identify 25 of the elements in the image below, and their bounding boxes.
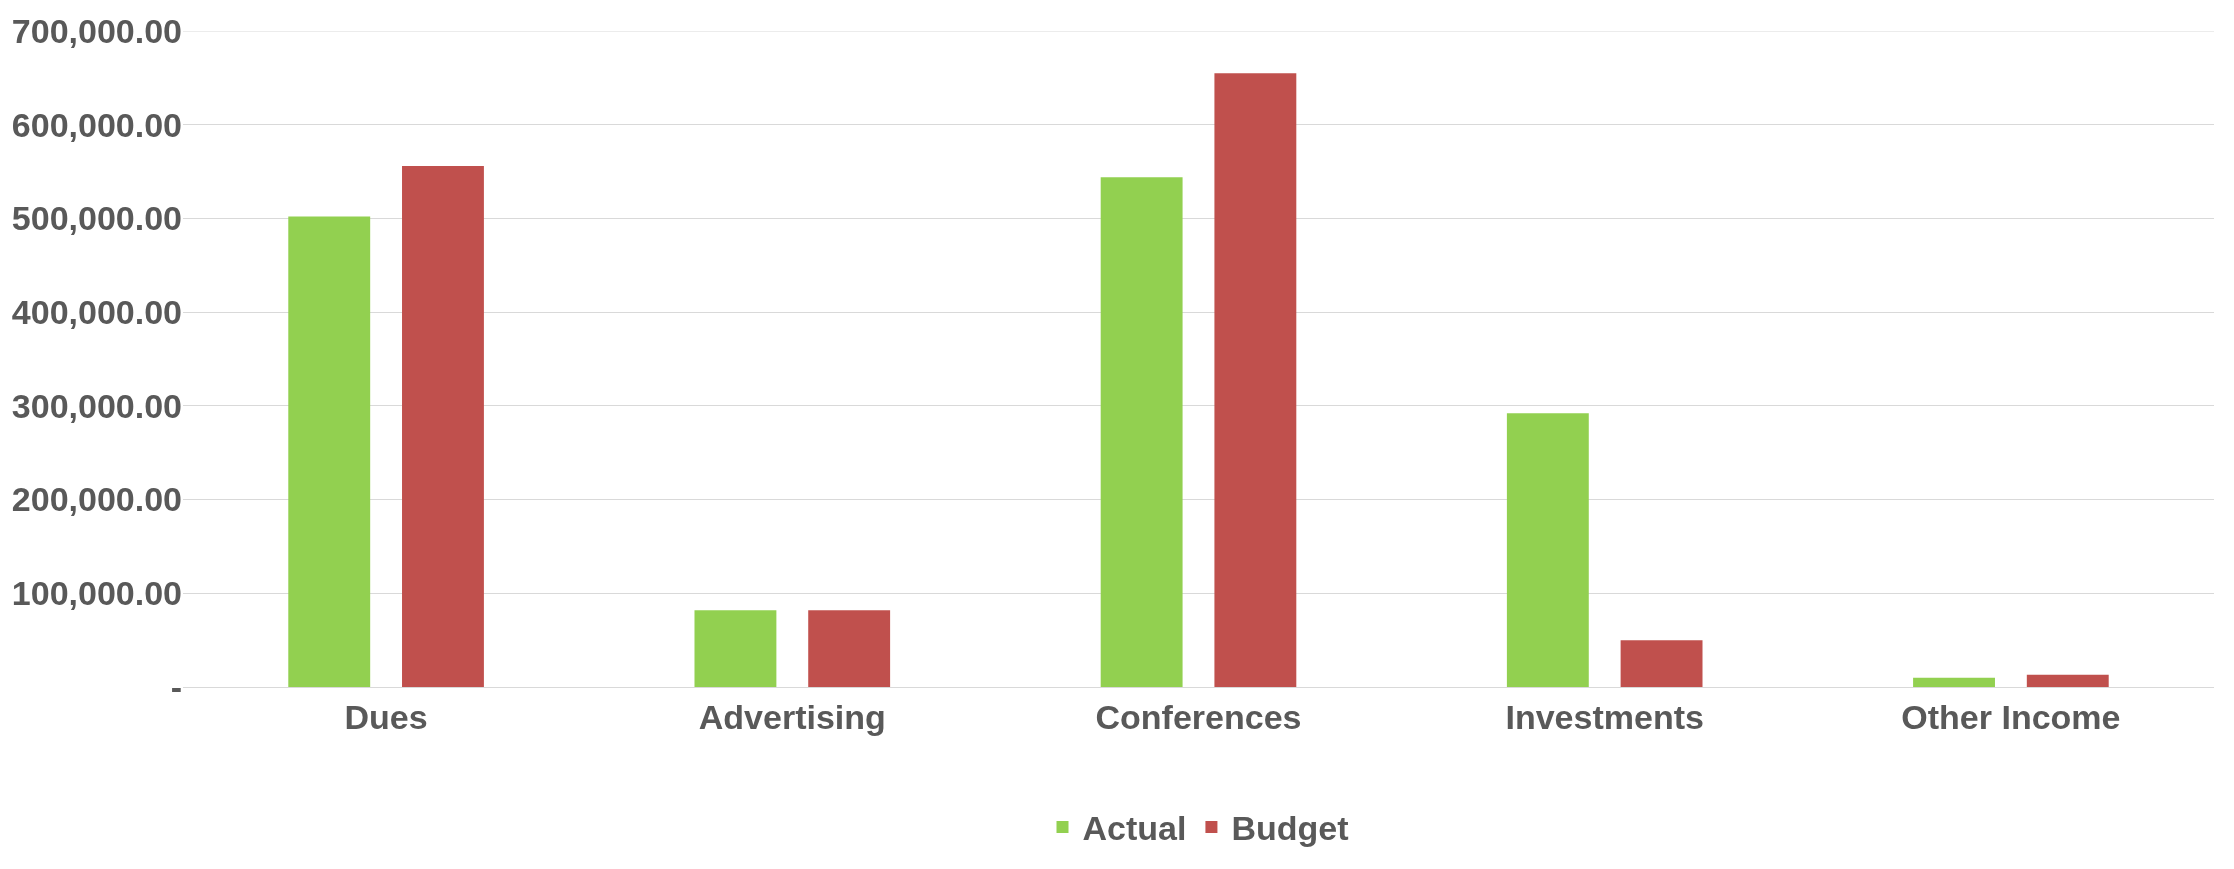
bar [1506, 413, 1589, 687]
y-tick-label: 500,000.00 [11, 199, 182, 238]
y-tick-label: - [170, 667, 182, 706]
bar [808, 610, 891, 687]
legend-label: Actual [1082, 809, 1187, 848]
x-tick-label: Investments [1505, 697, 1704, 736]
bar [1620, 640, 1703, 687]
x-tick-label: Other Income [1901, 697, 2121, 736]
bar [1214, 73, 1297, 687]
y-tick-label: 400,000.00 [11, 293, 182, 332]
x-tick-label: Advertising [698, 697, 886, 736]
legend-label: Budget [1231, 809, 1349, 848]
y-tick-label: 200,000.00 [11, 480, 182, 519]
bar [694, 610, 777, 687]
bar [1100, 177, 1183, 687]
y-tick-label: 700,000.00 [11, 11, 182, 50]
bar [288, 216, 371, 687]
y-tick-label: 300,000.00 [11, 386, 182, 425]
x-tick-label: Dues [344, 697, 428, 736]
y-tick-label: 100,000.00 [11, 574, 182, 613]
bar [1913, 677, 1995, 687]
y-tick-label: 600,000.00 [11, 105, 182, 144]
bar [2026, 674, 2109, 687]
x-tick-label: Conferences [1095, 697, 1302, 736]
bar [402, 165, 484, 687]
